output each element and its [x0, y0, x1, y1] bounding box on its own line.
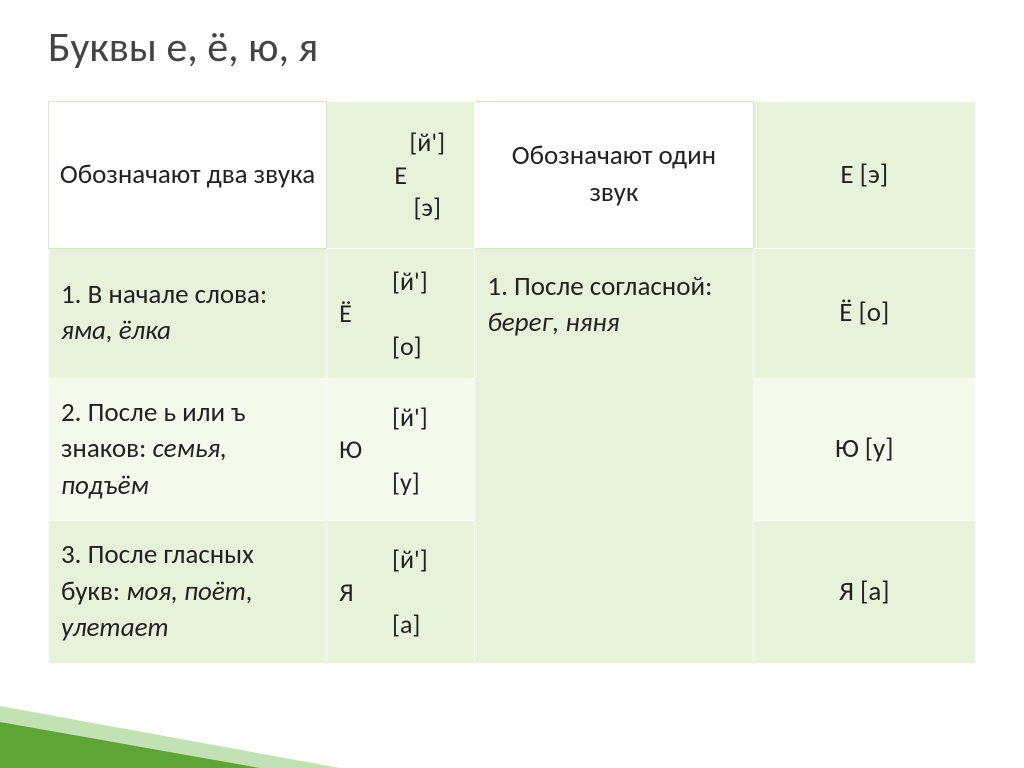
table-header-row: Обозначают два звука [й'] Е [э] Обознача…: [49, 102, 976, 249]
row2-phon: [й'] Ю [у]: [327, 379, 475, 521]
row1-desc-examples: яма, ёлка: [61, 314, 171, 347]
letters-table: Обозначают два звука [й'] Е [э] Обознача…: [48, 101, 976, 664]
merged-desc-examples: берег, няня: [487, 306, 619, 339]
row1-single: Ё [о]: [753, 248, 976, 379]
row2-desc: 2. После ь или ъ знаков: семья, подъём: [49, 379, 327, 521]
table-container: Обозначают два звука [й'] Е [э] Обознача…: [0, 73, 1024, 664]
header-single-e: Е [э]: [753, 102, 976, 249]
row1-desc: 1. В начале слова: яма, ёлка: [49, 248, 327, 379]
row3-desc: 3. После гласных букв: моя, поёт, улетае…: [49, 521, 327, 663]
page-title: Буквы е, ё, ю, я: [0, 0, 1024, 73]
row1-desc-prefix: 1. В начале слова:: [61, 278, 267, 311]
row1-phon: [й'] Ё [о]: [327, 248, 475, 379]
merged-one-sound-desc: 1. После согласной: берег, няня: [475, 248, 753, 663]
row3-phon: [й'] Я [а]: [327, 521, 475, 663]
header-two-sounds: Обозначают два звука: [49, 102, 327, 249]
row3-single: Я [а]: [753, 521, 976, 663]
merged-desc-prefix: 1. После согласной:: [487, 270, 712, 303]
decor-triangle-dark: [0, 722, 260, 768]
header-one-sound: Обозначают один звук: [475, 102, 753, 249]
header-phon-e: [й'] Е [э]: [327, 102, 475, 249]
table-row: 1. В начале слова: яма, ёлка [й'] Ё [о] …: [49, 248, 976, 379]
row2-single: Ю [у]: [753, 379, 976, 521]
